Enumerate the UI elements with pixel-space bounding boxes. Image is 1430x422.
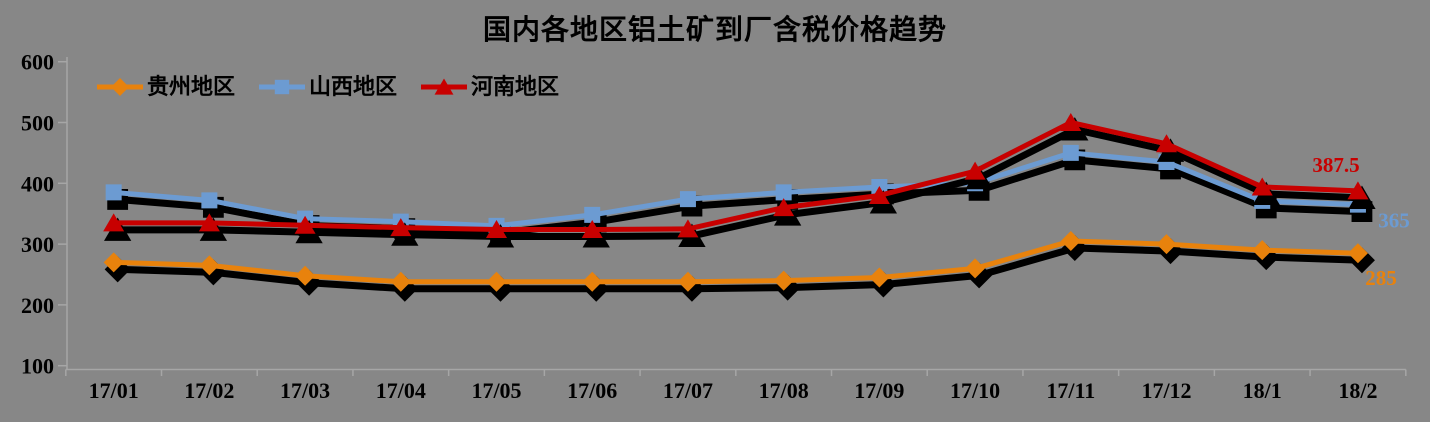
series-line-shadow-guizhou	[114, 244, 1366, 293]
triangle-marker-henan	[773, 198, 795, 217]
triangle-marker-henan	[390, 218, 412, 237]
x-axis-label: 17/01	[89, 378, 139, 403]
diamond-marker-guizhou	[677, 271, 698, 292]
triangle-marker-henan	[486, 220, 508, 239]
diamond-marker-guizhou	[1060, 231, 1081, 252]
y-axis-label: 500	[21, 111, 54, 136]
triangle-marker-henan	[198, 213, 220, 232]
y-axis-label: 200	[21, 293, 54, 318]
diamond-marker-icon	[97, 78, 143, 96]
diamond-marker-guizhou	[1156, 234, 1177, 255]
diamond-marker-guizhou	[390, 271, 411, 292]
triangle-marker-henan	[964, 161, 986, 180]
triangle-marker-henan	[1156, 134, 1178, 153]
legend-label-guizhou: 贵州地区	[147, 74, 236, 99]
x-axis-label: 17/03	[280, 378, 330, 403]
legend-label-shanxi: 山西地区	[309, 74, 398, 99]
series-end-value-label: 365	[1378, 209, 1410, 233]
triangle-marker-henan	[1060, 113, 1082, 131]
square-marker-shanxi	[775, 184, 792, 201]
diamond-marker-guizhou	[295, 265, 316, 286]
series-line-shanxi	[111, 150, 1361, 229]
y-axis-label: 400	[21, 171, 54, 196]
square-marker-shanxi	[584, 206, 601, 223]
diamond-marker-guizhou	[965, 258, 986, 279]
x-axis-label: 17/02	[184, 378, 234, 403]
diamond-marker-guizhou	[773, 270, 794, 291]
series-line-guizhou	[111, 238, 1361, 285]
series-line-henan	[111, 120, 1361, 233]
legend-item-henan: 河南地区	[420, 76, 559, 98]
diamond-marker-guizhou	[199, 255, 220, 276]
series-end-value-label: 285	[1365, 266, 1397, 290]
x-axis-label: 17/07	[663, 378, 713, 403]
chart-title: 国内各地区铝土矿到厂含税价格趋势	[482, 14, 947, 45]
y-axis-label: 300	[21, 232, 54, 257]
triangle-marker-henan	[677, 219, 699, 238]
x-axis-label: 17/05	[471, 378, 521, 403]
x-axis-label: 18/1	[1243, 378, 1282, 403]
x-axis-label: 17/04	[376, 378, 426, 403]
legend-item-shanxi: 山西地区	[258, 76, 397, 98]
y-axis-label: 600	[21, 50, 54, 75]
diamond-marker-guizhou	[1347, 243, 1368, 264]
x-axis-label: 17/08	[759, 378, 809, 403]
triangle-marker-icon	[421, 78, 468, 95]
triangle-marker-henan	[1251, 177, 1273, 196]
legend-label-henan: 河南地区	[471, 74, 560, 99]
series-end-value-label: 387.5	[1312, 153, 1359, 177]
x-axis-label: 18/2	[1338, 378, 1377, 403]
square-marker-shanxi	[1062, 144, 1079, 161]
triangle-marker-henan	[1347, 181, 1369, 200]
series-line-shadow-henan	[114, 126, 1366, 241]
y-axis-label: 100	[21, 354, 54, 379]
diamond-marker-guizhou	[103, 252, 124, 273]
square-marker-shanxi	[679, 191, 696, 208]
diamond-marker-guizhou	[1252, 240, 1273, 261]
triangle-marker-henan	[581, 220, 603, 239]
x-axis-label: 17/06	[567, 378, 617, 403]
x-axis-label: 17/09	[854, 378, 904, 403]
square-marker-icon	[259, 79, 306, 95]
x-axis-label: 17/10	[950, 378, 1000, 403]
x-axis-label: 17/12	[1141, 378, 1191, 403]
diamond-marker-guizhou	[582, 271, 603, 292]
square-marker-shanxi	[105, 184, 122, 201]
diamond-marker-guizhou	[486, 271, 507, 292]
triangle-marker-henan	[103, 213, 125, 232]
triangle-marker-henan	[294, 215, 316, 234]
diamond-marker-guizhou	[869, 267, 890, 288]
square-marker-shanxi	[201, 192, 218, 209]
x-axis-label: 17/11	[1046, 378, 1095, 403]
triangle-marker-henan	[868, 185, 890, 204]
legend: 贵州地区 山西地区 河南地区	[96, 76, 559, 98]
legend-item-guizhou: 贵州地区	[96, 76, 235, 98]
